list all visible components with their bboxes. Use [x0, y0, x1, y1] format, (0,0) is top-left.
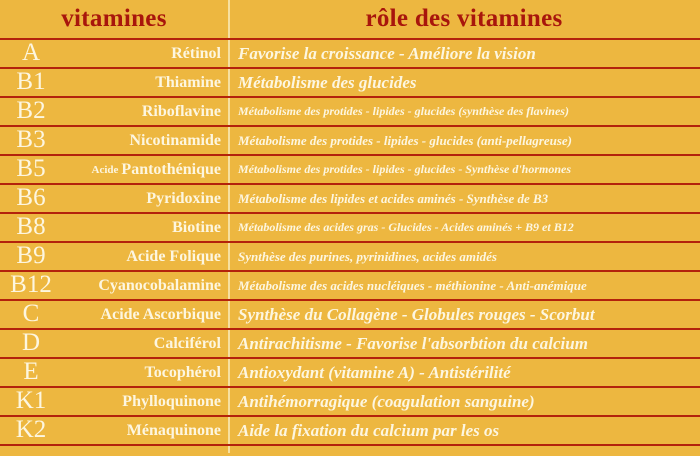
table-row: B8 Biotine Métabolisme des acides gras - G…	[0, 214, 700, 241]
vitamin-name-text: Riboflavine	[141, 102, 221, 120]
vitamin-role: Métabolisme des protides - lipides - glu…	[238, 162, 571, 176]
vitamin-role: Métabolisme des protides - lipides - glu…	[238, 104, 569, 118]
vitamin-name: Tocophérol	[62, 359, 228, 386]
row-separator	[0, 415, 700, 417]
vitamin-name-text: Phylloquinone	[122, 392, 221, 410]
vitamin-role: Aide la fixation du calcium par les os	[238, 420, 500, 440]
vitamin-name: Thiamine	[62, 69, 228, 96]
header-cell-roles: rôle des vitamines	[365, 5, 563, 32]
table-row: A Rétinol Favorise la croissance - Amélior…	[0, 40, 700, 67]
vitamin-name: Calciférol	[62, 330, 228, 357]
table-row: D Calciférol Antirachitisme - Favorise l'a…	[0, 330, 700, 357]
table-body: A Rétinol Favorise la croissance - Amélior…	[0, 38, 700, 456]
row-separator	[0, 212, 700, 214]
vitamin-role: Antirachitisme - Favorise l'absorbtion d…	[238, 333, 588, 353]
column-divider	[228, 0, 230, 453]
vitamin-name: Rétinol	[62, 40, 228, 67]
table-row: B9 Acide Folique Synthèse des purines, pyr…	[0, 243, 700, 270]
vitamin-code: B1	[16, 68, 46, 95]
vitamin-code: D	[21, 329, 41, 356]
table-row: K1 Phylloquinone Antihémorragique (coagula…	[0, 388, 700, 415]
vitamin-name-text: Acide Ascorbique	[100, 305, 221, 323]
row-separator	[0, 328, 700, 330]
vitamin-code: B5	[16, 155, 46, 182]
table-header-row: vitamines rôle des vitamines	[0, 0, 700, 38]
vitamin-name: Nicotinamide	[62, 127, 228, 154]
vitamin-name-text: Tocophérol	[144, 363, 221, 381]
vitamin-code: E	[23, 358, 39, 385]
vitamin-code: A	[21, 39, 41, 66]
vitamin-name-prefix: Acide	[91, 163, 119, 176]
row-separator	[0, 183, 700, 185]
vitamin-role: Favorise la croissance - Améliore la vis…	[238, 43, 536, 63]
vitamin-name: Pyridoxine	[62, 185, 228, 212]
vitamin-name: Phylloquinone	[62, 388, 228, 415]
vitamin-role: Métabolisme des acides gras - Glucides -…	[238, 220, 574, 234]
vitamin-name-text: Pantothénique	[121, 160, 221, 178]
vitamin-name-text: Nicotinamide	[129, 131, 221, 149]
table-row: B2 Riboflavine Métabolisme des protides - …	[0, 98, 700, 125]
vitamin-name-text: Rétinol	[171, 44, 221, 62]
table-row: B12 Cyanocobalamine Métabolisme des acides…	[0, 272, 700, 299]
vitamin-name: Cyanocobalamine	[62, 272, 228, 299]
vitamin-role: Synthèse du Collagène - Globules rouges …	[238, 304, 595, 324]
vitamin-code: B9	[16, 242, 46, 269]
vitamin-name-text: Calciférol	[153, 334, 221, 352]
vitamin-name-text: Biotine	[172, 218, 221, 236]
vitamin-name: Acide Ascorbique	[62, 301, 228, 328]
vitamin-code: B12	[10, 271, 52, 298]
vitamin-code: K1	[15, 387, 47, 414]
row-separator	[0, 154, 700, 156]
bottom-strip	[0, 446, 700, 456]
vitamin-name: Acide Folique	[62, 243, 228, 270]
row-separator	[0, 67, 700, 69]
row-separator	[0, 357, 700, 359]
vitamin-role: Métabolisme des acides nucléiques - méth…	[238, 277, 587, 293]
table-row: B6 Pyridoxine Métabolisme des lipides et a…	[0, 185, 700, 212]
vitamin-code: K2	[15, 416, 47, 443]
row-separator	[0, 125, 700, 127]
vitamin-name-text: Ménaquinone	[126, 421, 221, 439]
vitamin-role: Métabolisme des lipides et acides aminés…	[238, 190, 549, 206]
table-row: E Tocophérol Antioxydant (vitamine A) - A…	[0, 359, 700, 386]
vitamin-name: Ménaquinone	[62, 417, 228, 444]
table-row: C Acide Ascorbique Synthèse du Collagène -…	[0, 301, 700, 328]
row-separator	[0, 270, 700, 272]
vitamin-role: Métabolisme des glucides	[238, 72, 417, 92]
vitamin-code: C	[22, 300, 40, 327]
vitamin-code: B2	[16, 97, 46, 124]
row-separator	[0, 299, 700, 301]
vitamin-name-text: Thiamine	[155, 73, 221, 91]
row-separator	[0, 96, 700, 98]
vitamin-role: Antihémorragique (coagulation sanguine)	[238, 391, 535, 411]
vitamin-name: Acide Pantothénique	[62, 156, 228, 183]
table-row: K2 Ménaquinone Aide la fixation du calcium…	[0, 417, 700, 444]
vitamin-name: Riboflavine	[62, 98, 228, 125]
vitamin-role: Antioxydant (vitamine A) - Antistérilité	[238, 362, 511, 382]
vitamin-name: Biotine	[62, 214, 228, 241]
vitamin-role: Synthèse des purines, pyrinidines, acide…	[238, 248, 497, 264]
row-separator	[0, 241, 700, 243]
row-separator	[0, 444, 700, 446]
table-row: B5 Acide Pantothénique Métabolisme des prot…	[0, 156, 700, 183]
vitamin-name-text: Pyridoxine	[146, 189, 221, 207]
vitamin-code: B3	[16, 126, 46, 153]
table-row: B1 Thiamine Métabolisme des glucides	[0, 69, 700, 96]
vitamin-role: Métabolisme des protides - lipides - glu…	[238, 132, 572, 148]
table-row: B3 Nicotinamide Métabolisme des protides -…	[0, 127, 700, 154]
header-cell-vitamines: vitamines	[61, 5, 167, 32]
row-separator	[0, 386, 700, 388]
vitamin-name-text: Acide Folique	[126, 247, 221, 265]
row-separator	[0, 38, 700, 40]
vitamin-code: B6	[16, 184, 46, 211]
vitamin-name-text: Cyanocobalamine	[98, 276, 221, 294]
vitamin-code: B8	[16, 213, 46, 240]
